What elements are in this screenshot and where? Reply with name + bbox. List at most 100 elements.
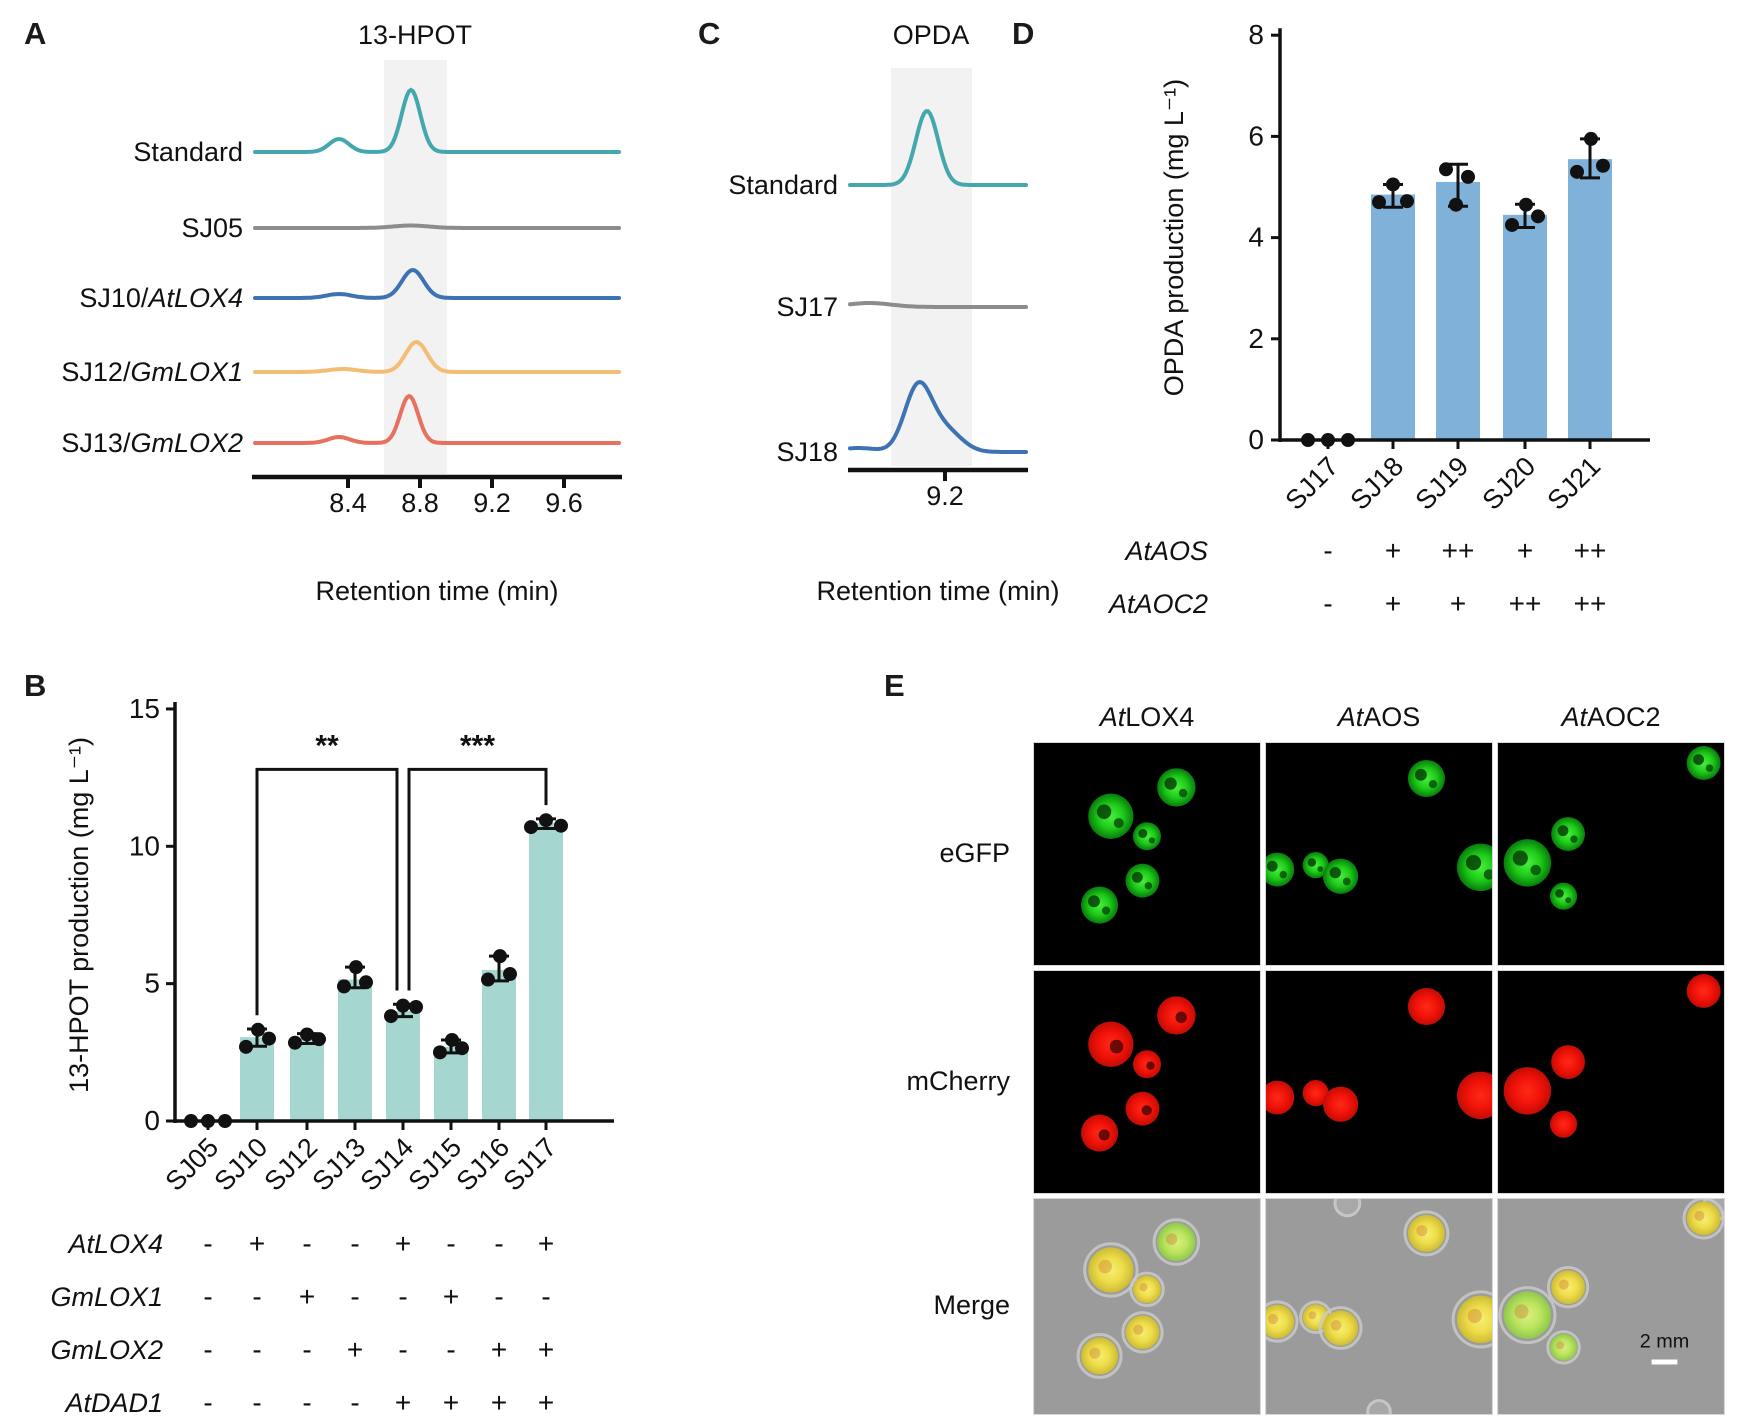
data-point (1439, 162, 1453, 177)
cell-vacuole (1089, 1347, 1101, 1359)
gene-row-value: + (395, 1228, 411, 1259)
y-tick-label: 5 (144, 968, 160, 999)
data-point (218, 1114, 232, 1128)
data-point (1505, 217, 1519, 232)
merged-cell (1322, 1310, 1359, 1346)
data-point (493, 949, 507, 964)
trace-label: Standard (133, 137, 243, 167)
x-category-label: SJ17 (1280, 451, 1345, 516)
x-category-label: SJ15 (403, 1132, 468, 1197)
gene-row-value: + (347, 1334, 363, 1365)
gene-row-value: - (203, 1228, 212, 1259)
y-axis-label: 13-HPOT production (mg L⁻¹) (64, 737, 94, 1093)
cell-vacuole (1693, 754, 1704, 766)
column-header-ataoc2: AtAOC2 (1497, 702, 1725, 733)
gene-row-value: - (446, 1228, 455, 1259)
gene-row-value: - (1323, 535, 1332, 566)
micrograph-mcherry-col1 (1033, 970, 1261, 1194)
panel-A-chromatogram: 13-HPOT Standard SJ05 SJ10/AtLOX4 SJ12/GmLOX… (61, 20, 622, 606)
bar-SJ18 (1371, 194, 1415, 440)
merged-cell (1302, 1304, 1329, 1331)
data-point (337, 979, 351, 994)
gene-row-value: - (494, 1281, 503, 1312)
micrograph-merge-col2 (1265, 1198, 1493, 1415)
green-cell (1125, 863, 1160, 898)
x-category-label: SJ16 (451, 1132, 516, 1197)
y-tick-label: 10 (129, 830, 160, 861)
gene-row-value: + (395, 1387, 411, 1418)
gene-row-value: - (1323, 588, 1332, 619)
red-cell (1456, 1071, 1492, 1120)
x-category-label: SJ20 (1477, 451, 1542, 516)
x-tick-label: 8.4 (329, 488, 367, 518)
micrograph-egfp-col2 (1265, 742, 1493, 966)
cell-halo (1129, 1271, 1165, 1308)
cell-vacuole (1570, 835, 1578, 843)
cell-vacuole (1342, 877, 1351, 886)
cell-vacuole (1113, 818, 1124, 829)
green-cell (1551, 817, 1586, 851)
chromatogram-title: 13-HPOT (358, 20, 472, 50)
micrograph-bg (1034, 743, 1260, 965)
gene-row-value: - (203, 1281, 212, 1312)
data-point (1449, 197, 1463, 212)
merged-cell (1125, 1315, 1160, 1350)
gene-row-value: - (350, 1281, 359, 1312)
trace-label: Standard (728, 170, 838, 200)
panel-D-barchart: 0 2 4 6 8 OPDA production (mg L⁻¹) SJ17 SJ18 SJ1… (1107, 19, 1650, 619)
column-header-italic: At (1561, 702, 1587, 732)
panel-c-label: C (698, 16, 721, 51)
bar-SJ20 (1503, 214, 1547, 440)
green-cell (1132, 822, 1162, 851)
gene-row-label: AtLOX4 (66, 1229, 163, 1259)
gene-row-value: - (302, 1387, 311, 1418)
gene-row-value: - (350, 1387, 359, 1418)
cell-vacuole (1279, 870, 1287, 879)
cell-halo (1152, 1218, 1201, 1266)
panel-d-label: D (1012, 16, 1035, 51)
data-point (1400, 194, 1414, 209)
x-category-label: SJ12 (259, 1132, 324, 1197)
micrograph-bg (1034, 971, 1260, 1193)
data-point (503, 967, 517, 982)
gene-row-value: + (249, 1228, 265, 1259)
red-cell (1407, 987, 1445, 1026)
cell-vacuole (1138, 828, 1148, 838)
gene-row-value: + (299, 1281, 315, 1312)
row-label-mcherry: mCherry (906, 1066, 1010, 1096)
cell-vacuole (1317, 866, 1324, 872)
cell-vacuole (1098, 1129, 1110, 1141)
x-category-label: SJ19 (1410, 451, 1475, 516)
cell-vacuole (1164, 777, 1177, 790)
green-cell (1686, 746, 1721, 780)
significance-label: *** (460, 729, 495, 762)
data-point (312, 1032, 326, 1047)
trace-SJ18 (848, 379, 1028, 454)
bar-SJ17 (529, 822, 563, 1121)
merged-cell (1456, 1295, 1492, 1344)
green-cell (1322, 858, 1359, 894)
cell-vacuole (1131, 871, 1143, 883)
gene-row-value: + (1385, 535, 1401, 566)
gene-row-value: - (398, 1281, 407, 1312)
bar-SJ21 (1568, 159, 1612, 441)
cell-halo (1083, 1242, 1139, 1298)
gene-row-value: - (541, 1281, 550, 1312)
micrograph-bg (1266, 1199, 1492, 1414)
data-point (1570, 164, 1584, 179)
cell-vacuole (1098, 1259, 1112, 1274)
column-header-italic: At (1099, 702, 1126, 732)
gene-row-value: ++ (1442, 535, 1475, 566)
gene-row-value: + (443, 1281, 459, 1312)
bar-SJ14 (386, 1011, 420, 1121)
gene-row-label: AtAOC2 (1107, 589, 1208, 619)
green-cell (1088, 793, 1134, 839)
column-header-ataos: AtAOS (1265, 702, 1493, 733)
faint-cell (1333, 1199, 1362, 1218)
cell-vacuole (1175, 1011, 1187, 1024)
cell-vacuole (1565, 897, 1572, 904)
x-category-label: SJ17 (498, 1132, 563, 1197)
scale-bar (1651, 1359, 1678, 1365)
